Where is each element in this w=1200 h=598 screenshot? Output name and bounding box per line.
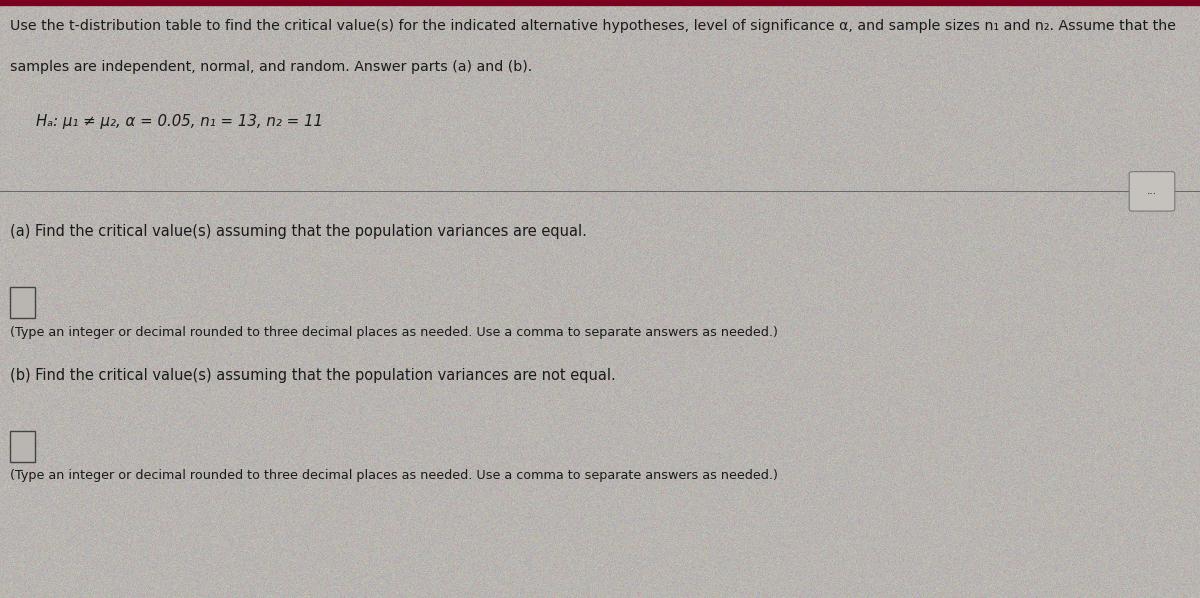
Text: Use the t-distribution table to find the critical value(s) for the indicated alt: Use the t-distribution table to find the… <box>10 19 1176 33</box>
Text: (Type an integer or decimal rounded to three decimal places as needed. Use a com: (Type an integer or decimal rounded to t… <box>10 326 778 339</box>
Text: Hₐ: μ₁ ≠ μ₂, α = 0.05, n₁ = 13, n₂ = 11: Hₐ: μ₁ ≠ μ₂, α = 0.05, n₁ = 13, n₂ = 11 <box>36 114 323 129</box>
FancyBboxPatch shape <box>1129 172 1175 211</box>
Text: (a) Find the critical value(s) assuming that the population variances are equal.: (a) Find the critical value(s) assuming … <box>10 224 587 239</box>
Text: (Type an integer or decimal rounded to three decimal places as needed. Use a com: (Type an integer or decimal rounded to t… <box>10 469 778 483</box>
FancyBboxPatch shape <box>10 431 35 462</box>
FancyBboxPatch shape <box>10 287 35 318</box>
Text: (b) Find the critical value(s) assuming that the population variances are not eq: (b) Find the critical value(s) assuming … <box>10 368 616 383</box>
Text: ...: ... <box>1147 187 1157 196</box>
Text: samples are independent, normal, and random. Answer parts (a) and (b).: samples are independent, normal, and ran… <box>10 60 532 74</box>
